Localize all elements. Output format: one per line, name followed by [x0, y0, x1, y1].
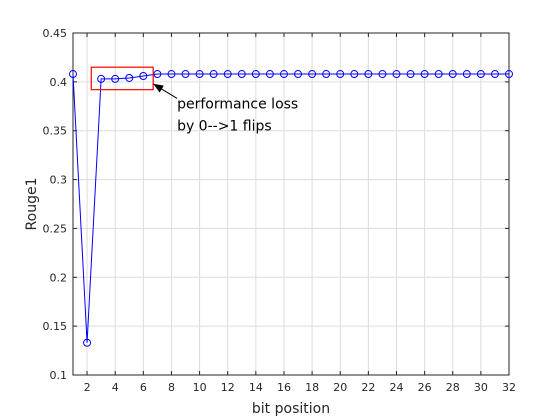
y-tick-label: 0.15: [43, 320, 68, 333]
data-point: [237, 70, 246, 79]
y-tick-label: 0.25: [43, 222, 68, 235]
data-point: [434, 70, 443, 79]
y-tick-label: 0.3: [50, 174, 68, 187]
plot-frame: [72, 32, 510, 376]
x-tick-label: 22: [361, 381, 375, 394]
data-point: [364, 70, 373, 79]
x-tick-label: 24: [389, 381, 403, 394]
x-tick-label: 12: [221, 381, 235, 394]
x-tick-label: 6: [140, 381, 147, 394]
y-axis-label: Rouge1: [24, 178, 40, 231]
data-point: [181, 70, 190, 79]
series-line: [72, 73, 509, 343]
x-tick-label: 18: [305, 381, 319, 394]
data-point: [251, 70, 260, 79]
x-tick-label: 32: [502, 381, 516, 394]
data-point: [223, 70, 232, 79]
data-point: [406, 70, 415, 79]
data-point: [350, 70, 359, 79]
x-tick-label: 20: [333, 381, 347, 394]
y-tick-label: 0.35: [43, 125, 68, 138]
data-point: [420, 70, 429, 79]
annotation-arrow-head: [153, 83, 164, 93]
y-tick-label: 0.45: [43, 27, 68, 40]
data-point: [153, 70, 162, 79]
data-point: [294, 70, 303, 79]
x-tick-label: 26: [418, 381, 432, 394]
y-tick-label: 0.2: [50, 271, 68, 284]
data-point: [83, 338, 92, 347]
y-tick-label: 0.4: [50, 76, 68, 89]
data-point: [125, 73, 134, 82]
x-tick-label: 14: [249, 381, 263, 394]
data-point: [392, 70, 401, 79]
data-point: [97, 74, 106, 83]
data-point: [279, 70, 288, 79]
data-point: [265, 70, 274, 79]
data-point: [167, 70, 176, 79]
data-point: [490, 70, 499, 79]
data-point: [462, 70, 471, 79]
data-point: [476, 70, 485, 79]
plot-area: [73, 33, 509, 375]
data-point: [308, 70, 317, 79]
y-tick-label: 0.1: [50, 369, 68, 382]
x-tick-label: 2: [84, 381, 91, 394]
data-point: [448, 70, 457, 79]
annotation-text: performance loss: [177, 96, 298, 112]
data-point: [139, 71, 148, 80]
x-tick-label: 8: [168, 381, 175, 394]
data-point: [378, 70, 387, 79]
data-point: [69, 70, 77, 79]
data-point: [505, 70, 513, 79]
x-tick-label: 16: [277, 381, 291, 394]
data-point: [209, 70, 218, 79]
highlight-box: [90, 66, 154, 91]
x-tick-label: 10: [193, 381, 207, 394]
x-tick-label: 30: [474, 381, 488, 394]
x-tick-label: 28: [446, 381, 460, 394]
x-axis-label: bit position: [252, 401, 330, 417]
x-tick-label: 4: [112, 381, 119, 394]
annotation-text: by 0-->1 flips: [177, 118, 272, 134]
data-point: [322, 70, 331, 79]
data-point: [195, 70, 204, 79]
data-point: [111, 74, 120, 83]
data-point: [336, 70, 345, 79]
